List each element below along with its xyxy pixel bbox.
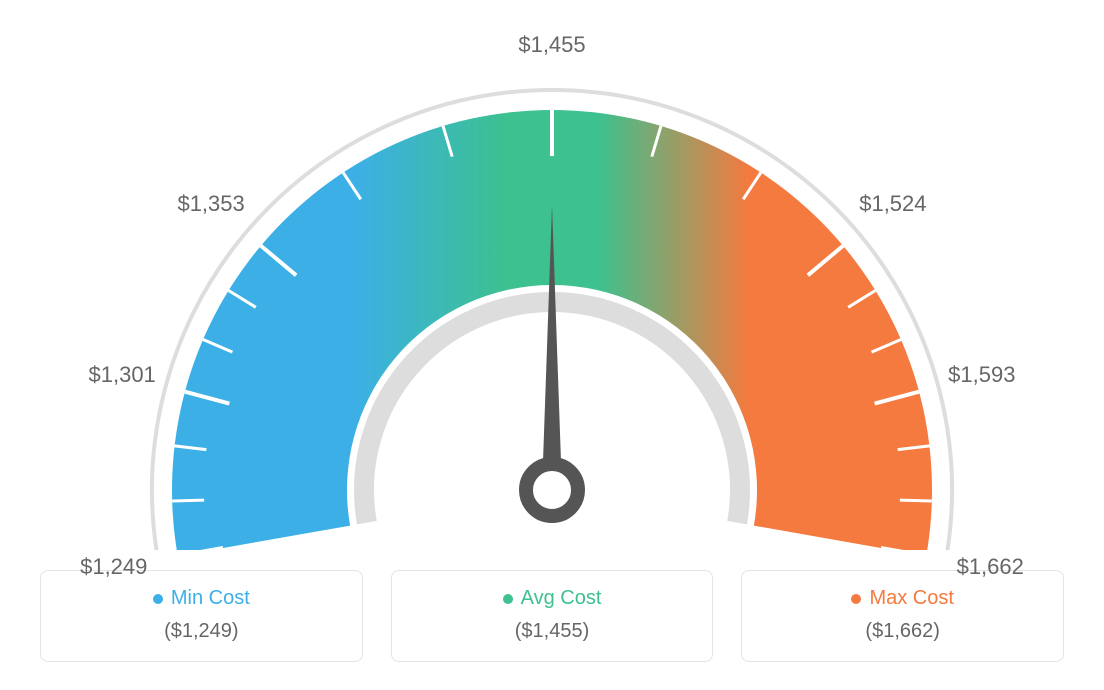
legend-title-avg: Avg Cost xyxy=(503,587,602,610)
cost-gauge-chart: $1,249$1,301$1,353$1,455$1,524$1,593$1,6… xyxy=(20,20,1084,550)
gauge-tick-label: $1,593 xyxy=(948,362,1015,388)
legend-dot-min xyxy=(153,594,163,604)
legend-value-min: ($1,249) xyxy=(41,620,362,643)
legend-title-label: Avg Cost xyxy=(521,587,602,610)
gauge-tick-label: $1,524 xyxy=(859,191,926,217)
legend-dot-max xyxy=(851,594,861,604)
legend-dot-avg xyxy=(503,594,513,604)
legend-card-avg: Avg Cost ($1,455) xyxy=(391,570,714,662)
legend-card-max: Max Cost ($1,662) xyxy=(741,570,1064,662)
gauge-tick-label: $1,353 xyxy=(177,191,244,217)
gauge-tick-label: $1,455 xyxy=(518,32,585,58)
legend-title-min: Min Cost xyxy=(153,587,250,610)
legend-value-max: ($1,662) xyxy=(742,620,1063,643)
gauge-svg xyxy=(20,20,1084,550)
legend-row: Min Cost ($1,249) Avg Cost ($1,455) Max … xyxy=(20,570,1084,662)
gauge-tick-label: $1,662 xyxy=(957,554,1024,580)
legend-title-max: Max Cost xyxy=(851,587,953,610)
legend-title-label: Min Cost xyxy=(171,587,250,610)
gauge-tick-label: $1,301 xyxy=(89,362,156,388)
legend-title-label: Max Cost xyxy=(869,587,953,610)
gauge-tick-label: $1,249 xyxy=(80,554,147,580)
legend-value-avg: ($1,455) xyxy=(392,620,713,643)
legend-card-min: Min Cost ($1,249) xyxy=(40,570,363,662)
